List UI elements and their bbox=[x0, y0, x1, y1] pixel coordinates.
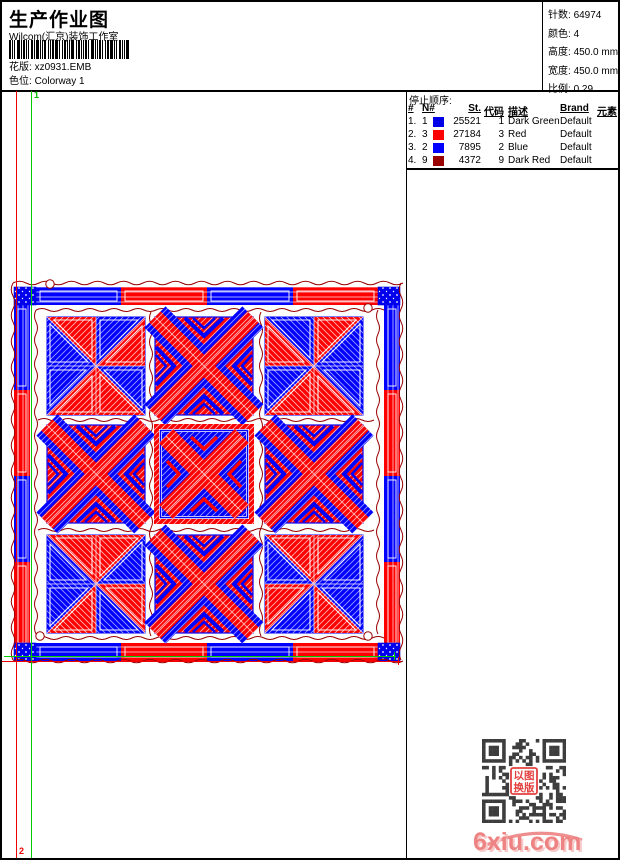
row1-description: Dark Green bbox=[508, 116, 560, 127]
row3-code: 2 bbox=[498, 142, 504, 153]
row1-stitches: 25521 bbox=[453, 116, 481, 127]
pattern-file-label: 花版: bbox=[9, 62, 32, 73]
row2-brand: Default bbox=[560, 129, 592, 140]
row4-brand: Default bbox=[560, 155, 592, 166]
design-stats-box: 针数: 64974 颜色: 4 高度: 450.0 mm 宽度: 450.0 m… bbox=[542, 2, 619, 95]
stat-scale: 比例: 0.29 bbox=[548, 80, 618, 95]
studio-name: Wilcom(汇京)装饰工作室 bbox=[9, 32, 119, 43]
row3-n: 2 bbox=[422, 142, 428, 153]
watermark-swoosh bbox=[483, 831, 583, 848]
table-bottom-border bbox=[406, 168, 618, 170]
design-wavy-outlines bbox=[10, 279, 404, 664]
guide-tick-red bbox=[398, 657, 399, 665]
colorway-value: Colorway 1 bbox=[34, 76, 85, 87]
guide-vline-green bbox=[31, 91, 32, 858]
guide-end-label: 2 bbox=[19, 846, 25, 856]
content-divider bbox=[406, 92, 407, 858]
row1-seq: 1. bbox=[408, 116, 417, 127]
qr-logo-line2: 换版 bbox=[514, 781, 535, 794]
page-title: 生产作业图 bbox=[9, 10, 110, 31]
row1-code: 1 bbox=[498, 116, 504, 127]
watermark-text: 6xiu.com bbox=[473, 828, 582, 856]
row4-code: 9 bbox=[498, 155, 504, 166]
row2-n: 3 bbox=[422, 129, 428, 140]
row3-stitches: 7895 bbox=[458, 142, 481, 153]
guide-hline-red bbox=[2, 661, 401, 662]
pattern-file-value: xz0931.EMB bbox=[34, 62, 92, 73]
row1-color-swatch bbox=[433, 117, 444, 127]
col-header-code: 代码 bbox=[484, 107, 504, 118]
guide-vline-red bbox=[16, 91, 17, 858]
col-header-elem: 元素 bbox=[597, 107, 617, 118]
row2-stitches: 27184 bbox=[453, 129, 481, 140]
row2-color-swatch bbox=[433, 130, 444, 140]
row4-seq: 4. bbox=[408, 155, 417, 166]
qr-code: 以图 换版 bbox=[482, 739, 566, 823]
row4-color-swatch bbox=[433, 156, 444, 166]
col-header-st: St. bbox=[468, 103, 481, 114]
row3-seq: 3. bbox=[408, 142, 417, 153]
guide-hline-green bbox=[4, 656, 396, 657]
row4-n: 9 bbox=[422, 155, 428, 166]
stat-height: 高度: 450.0 mm bbox=[548, 47, 619, 58]
header-divider bbox=[2, 90, 618, 92]
row2-code: 3 bbox=[498, 129, 504, 140]
design-blocks bbox=[47, 317, 363, 633]
row2-seq: 2. bbox=[408, 129, 417, 140]
barcode bbox=[9, 40, 133, 59]
stat-width: 宽度: 450.0 mm bbox=[548, 65, 619, 77]
row1-n: 1 bbox=[422, 116, 428, 127]
embroidery-design-preview bbox=[10, 279, 404, 664]
row1-brand: Default bbox=[560, 116, 592, 127]
row2-description: Red bbox=[508, 129, 527, 140]
row4-stitches: 4372 bbox=[458, 155, 481, 166]
stat-stitches: 针数: 64974 bbox=[548, 10, 602, 21]
guide-tick-green bbox=[394, 652, 395, 660]
colorway-label: 色位: bbox=[9, 76, 32, 87]
row3-brand: Default bbox=[560, 142, 592, 153]
row3-description: Blue bbox=[508, 142, 529, 153]
row3-color-swatch bbox=[433, 143, 444, 153]
stop-sequence-title: 停止顺序: bbox=[409, 96, 452, 107]
design-border-bars bbox=[13, 286, 401, 662]
col-header-seq: # bbox=[408, 103, 414, 114]
guide-start-label: 1 bbox=[34, 90, 40, 100]
stat-colors: 颜色: 4 bbox=[548, 28, 580, 40]
col-header-n: N# bbox=[422, 103, 435, 114]
colorway-row: 色位: Colorway 1 bbox=[9, 76, 85, 88]
col-header-brand: Brand bbox=[560, 103, 589, 114]
pattern-file-row: 花版: xz0931.EMB bbox=[9, 62, 91, 74]
qr-logo-line1: 以图 bbox=[514, 770, 535, 782]
col-header-desc: 描述 bbox=[508, 107, 528, 118]
row4-description: Dark Red bbox=[508, 155, 551, 166]
